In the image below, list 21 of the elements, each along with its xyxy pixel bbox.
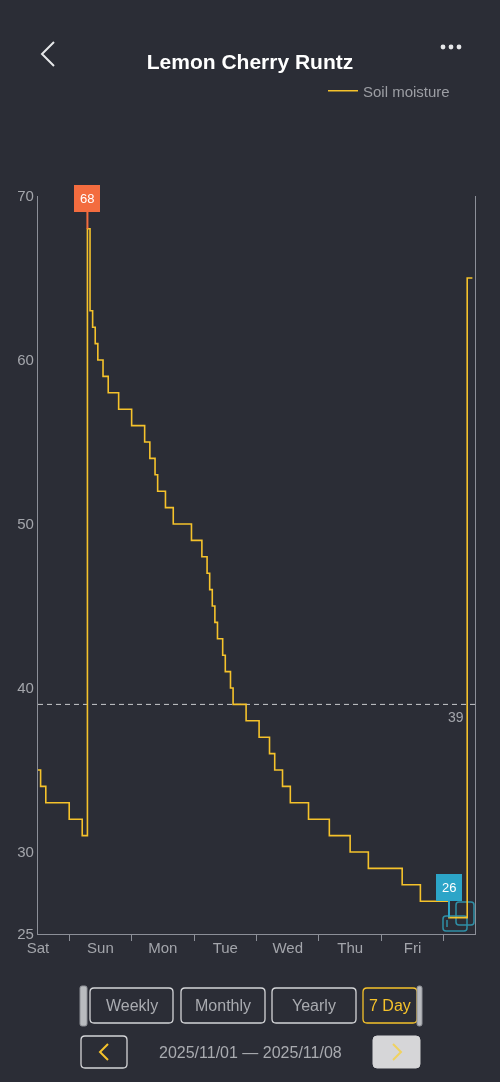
annotation: 26 <box>442 880 457 895</box>
x-tick-label: Mon <box>148 939 178 957</box>
x-tick-label: Thu <box>337 939 364 957</box>
x-tick-label: Tue <box>212 939 238 957</box>
y-tick-label: 40 <box>17 679 34 697</box>
text: Monthly <box>195 997 252 1014</box>
y-tick-label: 30 <box>17 843 34 861</box>
x-tick-label: Wed <box>272 939 303 957</box>
ref-line-label: 39 <box>448 709 464 725</box>
x-tick-label: Fri <box>403 939 422 957</box>
chart-title: Lemon Cherry Runtz <box>146 50 354 74</box>
text: 7 Day <box>369 997 411 1014</box>
x-tick-label: Sun <box>87 939 114 957</box>
text: Weekly <box>106 997 159 1014</box>
legend-label: Soil moisture <box>363 82 450 100</box>
text: Yearly <box>292 997 336 1014</box>
y-tick-label: 60 <box>17 351 34 369</box>
text: 2025/11/01 — 2025/11/08 <box>159 1044 342 1061</box>
y-tick-label: 50 <box>17 515 34 533</box>
y-tick-label: 70 <box>17 187 34 205</box>
annotation: 68 <box>80 191 95 206</box>
